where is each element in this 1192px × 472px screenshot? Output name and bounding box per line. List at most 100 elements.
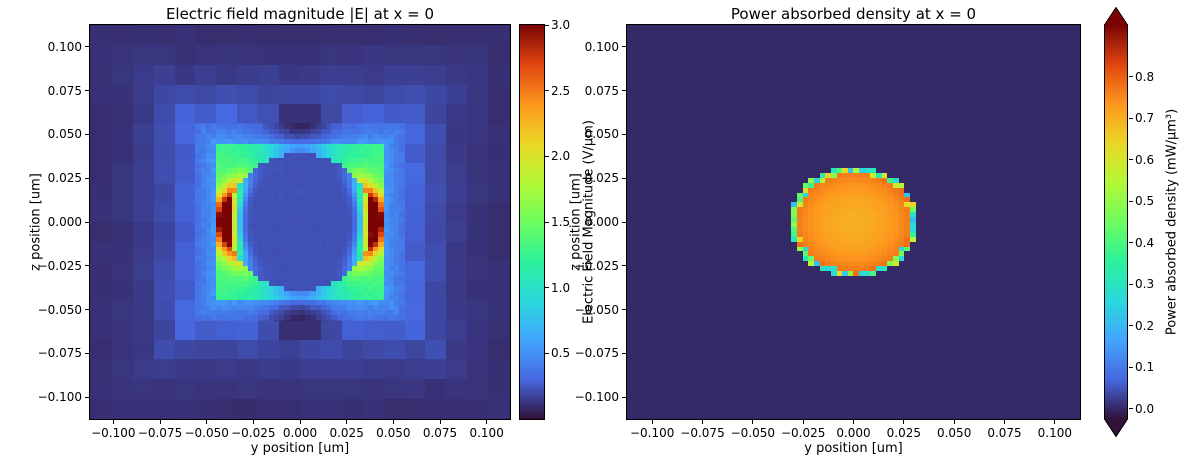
right-heatmap-canvas [626, 24, 1081, 420]
tick-mark [1054, 420, 1056, 424]
tick-mark [85, 177, 89, 179]
y-tick-label: −0.075 [37, 346, 82, 361]
tick-mark [903, 420, 905, 424]
tick-mark [1129, 325, 1133, 327]
y-tick-label: −0.100 [574, 390, 619, 405]
tick-mark [622, 133, 626, 135]
tick-mark [545, 155, 549, 157]
x-tick-label: −0.075 [680, 426, 725, 440]
colorbar-tick-label: 0.8 [1135, 69, 1155, 84]
colorbar-tick-label: 0.6 [1135, 152, 1155, 167]
y-tick-label: 0.000 [584, 215, 619, 229]
tick-mark [622, 221, 626, 223]
right-colorbar-canvas [1104, 7, 1128, 437]
tick-mark [1129, 117, 1133, 119]
tick-mark [622, 396, 626, 398]
tick-mark [545, 24, 549, 26]
tick-mark [802, 420, 804, 424]
y-tick-label: 0.075 [47, 83, 82, 98]
x-tick-label: 0.025 [329, 426, 364, 440]
tick-mark [702, 420, 703, 424]
colorbar-tick-label: 0.7 [1135, 111, 1155, 126]
tick-mark [622, 265, 626, 267]
tick-mark [392, 420, 394, 424]
y-tick-label: 0.050 [584, 127, 619, 142]
tick-mark [85, 133, 89, 135]
left-heatmap-canvas [89, 24, 511, 420]
tick-mark [1129, 366, 1133, 368]
tick-mark [1129, 200, 1133, 202]
tick-mark [1129, 408, 1133, 410]
tick-mark [1004, 420, 1005, 424]
tick-mark [622, 309, 626, 311]
y-tick-label: −0.025 [574, 258, 619, 273]
colorbar-tick-label: 2.0 [551, 149, 571, 164]
x-tick-label: 0.050 [936, 426, 972, 440]
tick-mark [346, 420, 348, 424]
tick-mark [85, 352, 89, 354]
tick-mark [1129, 242, 1133, 244]
tick-mark [439, 420, 441, 424]
y-tick-label: 0.000 [47, 215, 82, 229]
tick-mark [545, 287, 549, 289]
colorbar-tick-label: 2.5 [551, 83, 571, 98]
colorbar-tick-label: 0.1 [1135, 360, 1155, 375]
y-tick-label: 0.100 [47, 39, 82, 54]
tick-mark [85, 221, 89, 223]
tick-mark [1129, 159, 1133, 161]
x-tick-label: −0.025 [231, 426, 276, 440]
colorbar-tick-label: 0.5 [1135, 194, 1155, 209]
x-tick-label: −0.025 [780, 426, 826, 440]
tick-mark [545, 90, 549, 92]
tick-mark [651, 420, 653, 424]
x-tick-label: −0.075 [137, 426, 183, 440]
tick-mark [622, 90, 626, 92]
colorbar-tick-label: 3.0 [551, 18, 571, 32]
x-tick-label: −0.100 [91, 426, 136, 440]
y-tick-label: −0.050 [37, 302, 82, 317]
tick-mark [853, 420, 854, 424]
tick-mark [85, 309, 89, 311]
colorbar-tick-label: 0.0 [1135, 401, 1155, 416]
y-tick-label: 0.025 [584, 171, 619, 186]
tick-mark [545, 352, 549, 354]
x-tick-label: −0.100 [629, 426, 675, 440]
colorbar-tick-label: 0.2 [1135, 318, 1155, 333]
colorbar-tick-label: 1.0 [551, 280, 571, 295]
x-tick-label: 0.000 [282, 426, 318, 440]
tick-mark [622, 46, 626, 48]
x-tick-label: 0.100 [1037, 426, 1073, 440]
y-tick-label: −0.075 [574, 346, 619, 361]
tick-mark [299, 420, 301, 424]
colorbar-tick-label: 1.5 [551, 215, 571, 229]
x-tick-label: 0.025 [886, 426, 922, 440]
tick-mark [85, 90, 89, 92]
tick-mark [622, 177, 626, 179]
x-tick-label: 0.100 [469, 426, 504, 440]
x-tick-label: 0.075 [422, 426, 458, 440]
tick-mark [159, 420, 161, 424]
x-tick-label: 0.050 [376, 426, 411, 440]
tick-mark [206, 420, 208, 424]
left-plot-title: Electric field magnitude |E| at x = 0 [165, 5, 435, 23]
tick-mark [1129, 283, 1133, 285]
tick-mark [85, 396, 89, 398]
tick-mark [85, 46, 89, 48]
tick-mark [545, 221, 549, 223]
tick-mark [752, 420, 754, 424]
tick-mark [622, 352, 626, 354]
tick-mark [953, 420, 955, 424]
tick-mark [486, 420, 488, 424]
y-tick-label: 0.075 [584, 83, 619, 98]
right-colorbar-label: Power absorbed density (mW/μm³) [1164, 108, 1180, 336]
y-tick-label: −0.100 [37, 390, 82, 405]
tick-mark [1129, 76, 1133, 78]
left-colorbar-canvas [519, 24, 545, 420]
colorbar-tick-label: 0.3 [1135, 277, 1155, 292]
y-tick-label: −0.050 [574, 302, 619, 317]
left-xaxis-label: y position [um] [250, 441, 350, 456]
x-tick-label: −0.050 [184, 426, 229, 440]
tick-mark [252, 420, 254, 424]
tick-mark [112, 420, 114, 424]
